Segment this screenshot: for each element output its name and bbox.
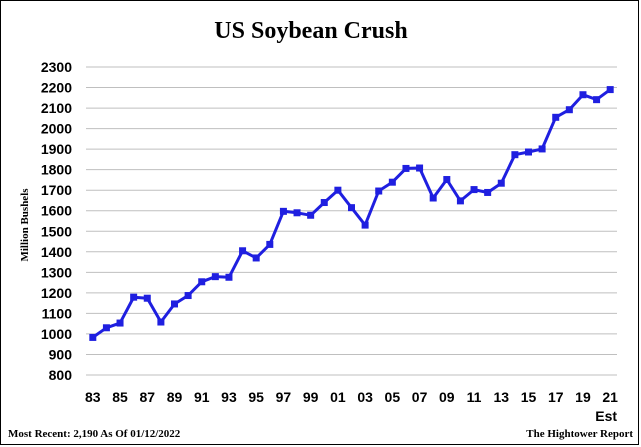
chart-title: US Soybean Crush: [214, 18, 407, 44]
y-tick-label: 1100: [42, 305, 73, 321]
x-tick-label: 03: [357, 389, 373, 405]
x-axis-ticks: 83 85 87 89 91 93 95 97 99 01 03 05 07 09 11 13 15 17 19 21…: [85, 389, 618, 424]
x-tick-label: 19: [575, 389, 591, 405]
x-tick-note-est: Est: [595, 408, 617, 424]
y-axis-ticks: 800 900 1000 1100 1200 1300 1400 1500 1600 1700 18…: [41, 59, 72, 383]
y-tick-label: 1500: [41, 223, 72, 239]
data-point: [402, 164, 410, 172]
data-point: [320, 199, 328, 207]
data-point: [211, 273, 219, 281]
footer-most-recent: Most Recent: 2,190 As Of 01/12/2022: [8, 428, 181, 440]
x-tick-label: 07: [412, 389, 428, 405]
x-tick-label: 93: [221, 389, 237, 405]
data-point: [279, 207, 287, 215]
y-tick-label: 900: [49, 346, 73, 362]
data-point: [361, 221, 369, 229]
data-point: [538, 145, 546, 153]
y-tick-label: 2100: [41, 100, 72, 116]
x-tick-label: 83: [85, 389, 101, 405]
data-point: [593, 96, 601, 104]
data-point: [497, 179, 505, 187]
y-tick-label: 1700: [41, 182, 72, 198]
footer-source: The Hightower Report: [526, 428, 633, 440]
data-point: [456, 197, 464, 205]
data-point: [239, 247, 247, 255]
y-tick-label: 1300: [41, 264, 72, 280]
data-point: [130, 293, 138, 301]
data-point: [89, 333, 97, 341]
data-point: [525, 148, 532, 156]
y-tick-label: 1600: [41, 203, 72, 219]
data-point: [388, 178, 396, 186]
data-point: [606, 86, 614, 94]
y-tick-label: 2000: [41, 121, 72, 137]
data-point: [293, 209, 301, 217]
y-tick-label: 1000: [41, 326, 72, 342]
y-tick-label: 800: [49, 367, 73, 383]
data-point: [334, 186, 342, 194]
data-point: [143, 294, 151, 302]
data-point: [429, 194, 437, 202]
data-point: [552, 113, 560, 121]
x-tick-label: 21: [602, 389, 618, 405]
data-point: [266, 240, 274, 248]
x-tick-label: 05: [385, 389, 401, 405]
data-point: [348, 204, 355, 212]
x-tick-label: 15: [521, 389, 537, 405]
y-tick-label: 1800: [41, 162, 72, 178]
x-tick-label: 97: [276, 389, 292, 405]
x-tick-label: 11: [467, 389, 482, 405]
data-point: [470, 186, 478, 194]
x-tick-label: 95: [248, 389, 264, 405]
series-line: [91, 88, 612, 339]
y-tick-label: 1200: [41, 285, 72, 301]
x-tick-label: 13: [493, 389, 509, 405]
data-point: [171, 300, 178, 308]
y-tick-label: 1900: [41, 141, 72, 157]
x-tick-label: 17: [548, 389, 564, 405]
data-point: [443, 176, 451, 184]
series-crush: [89, 86, 614, 341]
x-tick-label: 91: [194, 389, 210, 405]
data-point: [484, 188, 492, 196]
x-tick-label: 87: [139, 389, 155, 405]
data-point: [416, 164, 424, 172]
data-point: [375, 187, 383, 195]
y-tick-label: 2300: [41, 59, 72, 75]
x-tick-label: 99: [303, 389, 319, 405]
x-tick-label: 89: [167, 389, 183, 405]
y-tick-label: 2200: [41, 80, 72, 96]
data-point: [198, 278, 206, 286]
data-point: [511, 151, 519, 159]
data-point: [579, 91, 587, 99]
data-point: [252, 254, 260, 262]
x-tick-label: 85: [112, 389, 128, 405]
data-point: [184, 292, 192, 300]
data-point: [307, 211, 315, 219]
data-point: [157, 318, 165, 326]
data-point: [225, 273, 233, 281]
x-tick-label: 01: [330, 389, 346, 405]
data-point: [565, 106, 573, 114]
data-point: [116, 319, 124, 327]
grid-lines: [86, 66, 617, 376]
x-tick-label: 09: [439, 389, 455, 405]
data-point: [102, 324, 110, 332]
y-tick-label: 1400: [41, 244, 72, 260]
y-axis-label: Million Bushels: [19, 188, 31, 262]
